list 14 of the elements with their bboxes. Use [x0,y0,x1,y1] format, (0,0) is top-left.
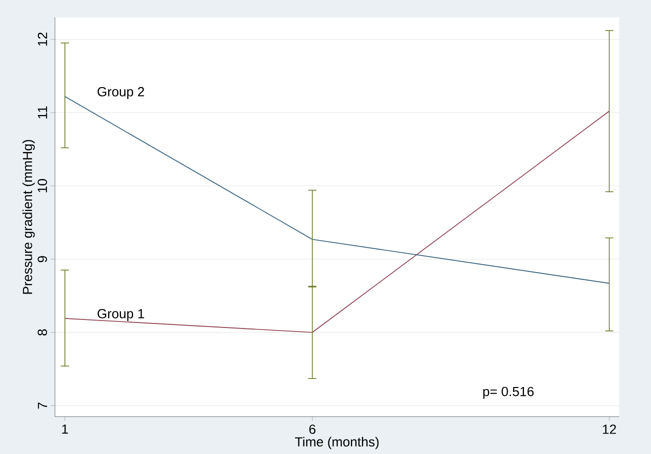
y-tick-label: 10 [38,178,48,192]
series-label: Group 1 [98,308,144,321]
x-tick-label: 6 [309,424,316,434]
y-tick-label: 11 [38,106,48,118]
x-tick-label: 1 [62,424,68,434]
x-tick-label: 12 [602,424,616,434]
y-tick-label: 8 [38,329,48,336]
y-tick-label: 9 [38,256,48,262]
y-tick-label: 7 [38,402,48,409]
x-axis-title: Time (months) [295,436,379,450]
y-tick-label: 12 [38,32,48,46]
series-label: Group 2 [98,86,144,99]
annotation: p= 0.516 [483,386,534,399]
y-axis-title: Pressure gradient (mmHg) [22,140,35,294]
